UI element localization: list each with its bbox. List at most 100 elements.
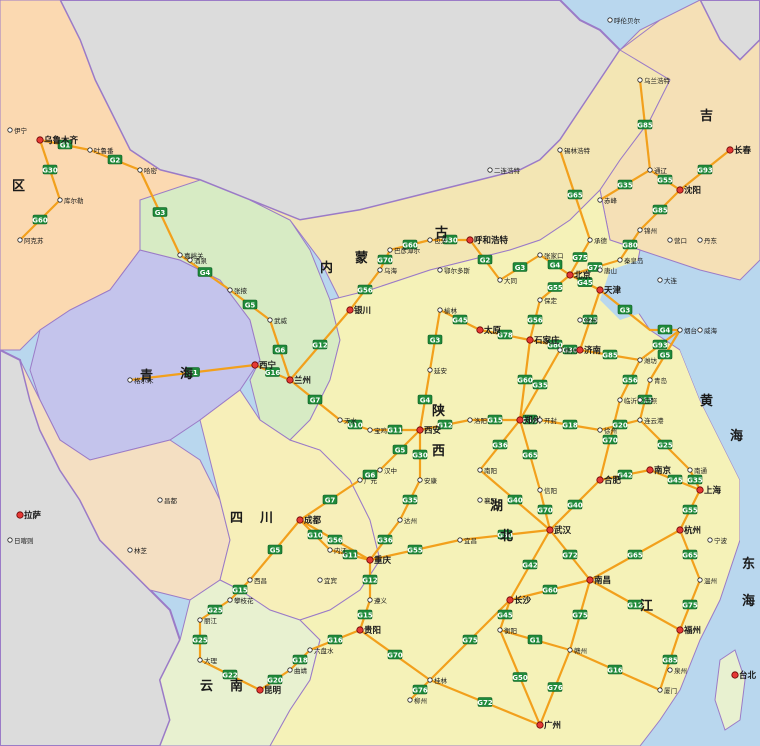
- shield-background: [517, 374, 533, 385]
- highway-shield: G5: [242, 299, 258, 309]
- region-label: 南: [230, 678, 243, 694]
- city-marker: [676, 626, 684, 634]
- shield-background: [307, 529, 323, 540]
- city-label: 大理: [204, 656, 218, 665]
- shield-label: G60: [542, 586, 558, 594]
- shield-label: G75: [572, 611, 588, 619]
- highway-shield: G1: [527, 634, 543, 644]
- highway-shield: G70: [537, 504, 553, 514]
- shield-background: [497, 529, 513, 540]
- region-label: 川: [259, 511, 273, 526]
- city-label: 福州: [683, 625, 701, 636]
- region-label: 江: [640, 598, 653, 614]
- highway-shield: G18: [562, 419, 578, 429]
- city-label: 大同: [504, 276, 517, 285]
- highway-shield: G65: [522, 449, 538, 459]
- city-label: 秦皇岛: [624, 256, 644, 265]
- city-label: 重庆: [374, 555, 392, 566]
- shield-label: G15: [232, 586, 248, 594]
- city-label: 呼伦贝尔: [614, 16, 641, 25]
- city-marker: [387, 247, 393, 253]
- highway-shield: G16: [327, 634, 343, 644]
- shield-background: [272, 344, 288, 355]
- region-label: 四: [230, 511, 243, 526]
- city-marker: [676, 526, 684, 534]
- city-label: 北京: [574, 270, 592, 281]
- shield-label: G85: [662, 656, 678, 664]
- shield-label: G2: [110, 156, 121, 164]
- shield-label: G60: [517, 376, 533, 384]
- shield-background: [357, 284, 373, 295]
- highway-shield: G60: [542, 584, 558, 594]
- shield-label: G78: [587, 264, 603, 272]
- city-marker: [377, 267, 383, 273]
- shield-background: [377, 534, 393, 545]
- shield-label: G50: [497, 531, 513, 539]
- city-marker: [567, 647, 573, 653]
- city-label: 唐山: [604, 266, 617, 275]
- city-label: 厦门: [664, 686, 677, 695]
- shield-background: [192, 634, 208, 645]
- shield-label: G4: [550, 261, 561, 269]
- shield-background: [547, 259, 563, 270]
- shield-background: [682, 599, 698, 610]
- highway-shield: G6: [272, 344, 288, 355]
- city-label: 呼和浩特: [474, 235, 509, 246]
- city-marker: [487, 167, 493, 173]
- city-label: 拉萨: [24, 510, 42, 521]
- shield-background: [107, 154, 123, 165]
- highway-shield: G78: [497, 329, 513, 339]
- highway-shield: G35: [687, 474, 703, 484]
- shield-label: G75: [572, 254, 588, 262]
- highway-shield: G65: [567, 189, 583, 199]
- shield-background: [607, 664, 623, 675]
- highway-shield: G3: [512, 262, 528, 272]
- region-northeast: [599, 0, 760, 281]
- region-label: 区: [12, 179, 25, 194]
- city-marker: [377, 467, 383, 473]
- city-marker: [427, 677, 433, 683]
- city-marker: [597, 267, 603, 273]
- city-label: 烟台: [684, 326, 697, 335]
- shield-label: G1: [530, 636, 541, 644]
- city-marker: [367, 427, 373, 433]
- highway-shield: G75: [462, 634, 478, 644]
- shield-background: [522, 559, 538, 570]
- highway-shields: G1 G2 G3 G4 G5 G6 G7 G10 G11 G12 G15 G16 G18 G20 G22 G2…: [32, 119, 713, 707]
- shield-background: [512, 262, 528, 272]
- shield-label: G1: [187, 369, 198, 377]
- shield-label: G45: [497, 611, 513, 619]
- shield-background: [492, 439, 508, 450]
- shield-background: [42, 164, 58, 175]
- shield-background: [497, 609, 513, 620]
- shield-label: G80: [547, 341, 563, 349]
- city-label: 达州: [404, 516, 417, 525]
- highway-shield: G25: [657, 439, 673, 449]
- city-marker: [127, 547, 133, 553]
- shield-background: [582, 314, 598, 325]
- shield-label: G35: [617, 181, 633, 189]
- city-label: 开封: [544, 416, 558, 425]
- shield-background: [57, 139, 73, 150]
- highway-shield: G85: [637, 119, 653, 130]
- shield-label: G45: [667, 476, 683, 484]
- city-label: 酒泉: [194, 256, 208, 265]
- region-label: 云: [200, 679, 213, 694]
- shield-background: [637, 119, 653, 130]
- city-label: 遵义: [374, 596, 388, 605]
- city-marker: [546, 526, 554, 534]
- shield-label: G55: [682, 506, 698, 514]
- highway-shield: G20: [612, 419, 628, 429]
- city-marker: [457, 537, 463, 543]
- shield-label: G7: [325, 496, 336, 504]
- highway-shield: G30: [42, 164, 58, 175]
- highway-shield: G30: [442, 234, 458, 244]
- shield-background: [427, 334, 443, 345]
- city-marker: [597, 197, 603, 203]
- city-marker: [287, 667, 293, 673]
- city-label: 武威: [274, 316, 288, 325]
- city-label: 宁波: [714, 536, 728, 545]
- city-marker: [137, 167, 143, 173]
- shield-label: G80: [622, 241, 638, 249]
